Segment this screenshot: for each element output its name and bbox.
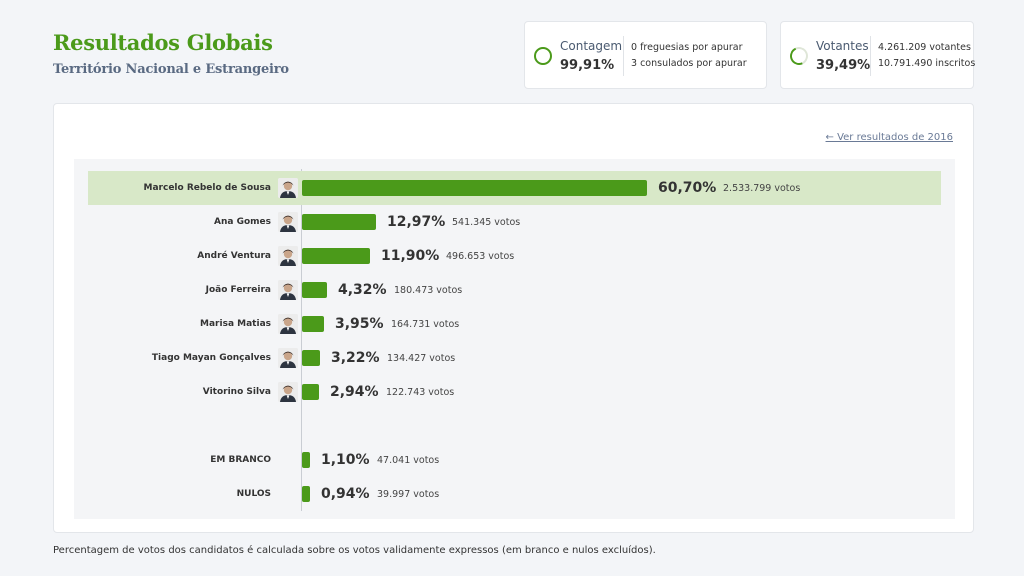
result-row: EM BRANCO 1,10% 47.041 votos xyxy=(88,443,941,477)
candidate-avatar-icon xyxy=(278,212,298,232)
result-votes: 541.345 votos xyxy=(452,217,521,228)
result-row: Tiago Mayan Gonçalves 3,22% 134.427 votos xyxy=(88,341,941,375)
results-panel: ← Ver resultados de 2016 Marcelo Rebelo … xyxy=(53,103,974,533)
result-votes: 122.743 votos xyxy=(386,387,455,398)
contagem-card: Contagem 99,91% 0 freguesias por apurar … xyxy=(524,21,767,89)
contagem-label: Contagem xyxy=(560,39,623,53)
candidate-name: Vitorino Silva xyxy=(202,387,271,397)
result-percentage: 3,22% xyxy=(331,350,380,366)
votantes-card: Votantes 39,49% 4.261.209 votantes 10.79… xyxy=(780,21,976,89)
result-bar xyxy=(302,248,370,264)
candidate-name: André Ventura xyxy=(197,251,271,261)
candidate-name: Tiago Mayan Gonçalves xyxy=(151,353,271,363)
candidate-avatar-icon xyxy=(278,314,298,334)
result-percentage: 2,94% xyxy=(330,384,379,400)
result-percentage: 60,70% xyxy=(658,180,717,196)
result-row: João Ferreira 4,32% 180.473 votos xyxy=(88,273,941,307)
result-percentage: 1,10% xyxy=(321,452,370,468)
candidate-avatar-icon xyxy=(278,280,298,300)
chart-axis-line xyxy=(301,169,302,511)
inscritos-count: 10.791.490 inscritos xyxy=(878,58,976,69)
candidate-name: NULOS xyxy=(236,489,271,499)
previous-results-link[interactable]: ← Ver resultados de 2016 xyxy=(825,132,953,143)
candidate-name: Ana Gomes xyxy=(214,217,271,227)
result-row: André Ventura 11,90% 496.653 votos xyxy=(88,239,941,273)
result-votes: 47.041 votos xyxy=(377,455,440,466)
result-percentage: 11,90% xyxy=(381,248,440,264)
result-bar xyxy=(302,282,327,298)
result-percentage: 12,97% xyxy=(387,214,446,230)
card-divider xyxy=(623,36,624,76)
votantes-count: 4.261.209 votantes xyxy=(878,42,971,53)
result-bar xyxy=(302,452,310,468)
card-divider xyxy=(870,36,871,76)
candidate-name: EM BRANCO xyxy=(210,455,271,465)
candidate-avatar-icon xyxy=(278,348,298,368)
candidate-name: João Ferreira xyxy=(205,285,271,295)
result-row: Ana Gomes 12,97% 541.345 votos xyxy=(88,205,941,239)
result-votes: 2.533.799 votos xyxy=(723,183,801,194)
result-percentage: 3,95% xyxy=(335,316,384,332)
candidate-name: Marisa Matias xyxy=(200,319,271,329)
votantes-value: 39,49% xyxy=(816,58,871,73)
result-row: NULOS 0,94% 39.997 votos xyxy=(88,477,941,511)
result-votes: 180.473 votos xyxy=(394,285,463,296)
contagem-progress-ring-icon xyxy=(534,47,552,65)
contagem-freguesias: 0 freguesias por apurar xyxy=(631,42,743,53)
page-title: Resultados Globais xyxy=(53,30,273,55)
result-percentage: 4,32% xyxy=(338,282,387,298)
result-bar xyxy=(302,486,310,502)
candidate-avatar-icon xyxy=(278,246,298,266)
result-bar xyxy=(302,316,324,332)
result-bar xyxy=(302,180,647,196)
footnote: Percentagem de votos dos candidatos é ca… xyxy=(53,545,656,556)
candidate-name: Marcelo Rebelo de Sousa xyxy=(143,183,271,193)
contagem-consulados: 3 consulados por apurar xyxy=(631,58,747,69)
contagem-value: 99,91% xyxy=(560,58,615,73)
result-percentage: 0,94% xyxy=(321,486,370,502)
result-votes: 496.653 votos xyxy=(446,251,515,262)
result-votes: 164.731 votos xyxy=(391,319,460,330)
result-bar xyxy=(302,350,320,366)
results-chart: Marcelo Rebelo de Sousa 60,70% 2.533.799 v… xyxy=(74,159,955,519)
result-bar xyxy=(302,214,376,230)
result-bar xyxy=(302,384,319,400)
page-subtitle: Território Nacional e Estrangeiro xyxy=(53,62,289,77)
result-row: Marisa Matias 3,95% 164.731 votos xyxy=(88,307,941,341)
votantes-progress-ring-icon xyxy=(787,44,811,68)
result-row: Vitorino Silva 2,94% 122.743 votos xyxy=(88,375,941,409)
result-row: Marcelo Rebelo de Sousa 60,70% 2.533.799 v… xyxy=(88,171,941,205)
result-votes: 39.997 votos xyxy=(377,489,440,500)
votantes-label: Votantes xyxy=(816,39,869,53)
candidate-avatar-icon xyxy=(278,382,298,402)
result-votes: 134.427 votos xyxy=(387,353,456,364)
candidate-avatar-icon xyxy=(278,178,298,198)
